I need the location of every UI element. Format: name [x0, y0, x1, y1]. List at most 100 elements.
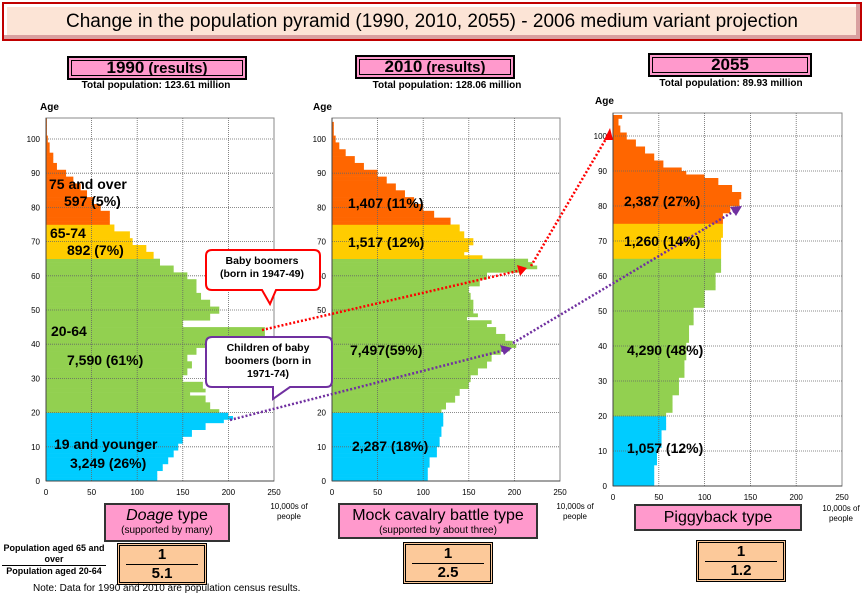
total-population-2010: Total population: 128.06 million	[372, 80, 522, 91]
age-bar	[332, 248, 469, 253]
age-bar	[332, 364, 488, 369]
age-bar	[613, 146, 646, 151]
age-bar	[46, 255, 154, 259]
age-bar	[332, 439, 440, 444]
age-bar	[332, 323, 488, 328]
age-bar	[46, 306, 220, 311]
type-box-2055: Piggyback type	[634, 504, 802, 531]
age-bar	[46, 419, 224, 424]
age-bar	[46, 368, 188, 372]
label-2010-65-value: 1,517 (12%)	[348, 234, 425, 250]
age-bar	[46, 272, 188, 277]
ratio-box-1990: 1 5.1	[117, 543, 207, 585]
y-tick-label: 40	[598, 342, 607, 351]
age-bar	[613, 132, 627, 137]
age-axis-label-2055: Age	[595, 96, 614, 107]
age-bar	[332, 316, 467, 321]
label-2055-75-value: 2,387 (27%)	[624, 193, 701, 209]
age-bar	[332, 457, 430, 461]
arrowhead-icon	[500, 345, 512, 355]
age-bar	[332, 320, 492, 324]
age-bar	[332, 262, 533, 266]
ratio-denominator: 5.1	[151, 565, 173, 582]
age-bar	[613, 192, 742, 196]
age-bar	[613, 318, 694, 322]
age-bar	[46, 279, 197, 283]
age-bar	[613, 269, 722, 273]
footnote: Note: Data for 1990 and 2010 are populat…	[33, 583, 301, 594]
ratio-box-2055: 1 1.2	[696, 540, 786, 582]
y-tick-label: 20	[598, 412, 607, 421]
age-bar	[613, 423, 667, 427]
age-bar	[613, 405, 673, 410]
age-bar	[613, 472, 655, 476]
age-bar	[613, 125, 621, 130]
age-bar	[613, 370, 685, 375]
y-tick-label: 100	[594, 132, 608, 141]
y-tick-label: 30	[31, 374, 40, 383]
age-bar	[46, 439, 183, 444]
age-bar	[46, 186, 81, 191]
age-bar	[332, 159, 355, 164]
age-bar	[332, 429, 442, 434]
age-bar	[613, 272, 716, 277]
age-bar	[46, 282, 197, 287]
age-bar	[332, 426, 442, 430]
age-bar	[332, 166, 364, 171]
label-1990-65-value: 892 (7%)	[67, 242, 124, 258]
age-bar	[613, 283, 716, 287]
y-tick-label: 50	[598, 307, 607, 316]
age-bar	[46, 446, 179, 451]
label-2055-65-value: 1,260 (14%)	[624, 233, 701, 249]
arrow-baby-boomers-2055	[529, 131, 612, 267]
age-bar	[613, 118, 619, 123]
y-tick-label: 10	[317, 443, 326, 452]
age-bar	[332, 255, 483, 259]
age-bar	[332, 125, 334, 130]
age-bar	[613, 153, 655, 158]
age-bar	[46, 210, 110, 215]
age-bar	[332, 272, 488, 277]
age-bar	[46, 381, 203, 386]
age-bar	[613, 430, 662, 434]
age-bar	[613, 199, 740, 203]
age-bar	[46, 429, 192, 434]
label-1990-65-name: 65-74	[50, 225, 86, 241]
age-bar	[332, 121, 334, 126]
label-1990-0-name: 19 and younger	[54, 436, 158, 452]
y-tick-label: 70	[317, 238, 326, 247]
age-bar	[46, 275, 188, 280]
arrow-children-2010	[229, 348, 506, 422]
y-tick-label: 60	[31, 272, 40, 281]
age-bar	[332, 210, 435, 215]
label-2010-0-value: 2,287 (18%)	[352, 438, 429, 454]
age-bar	[613, 209, 731, 214]
age-bar	[46, 422, 206, 427]
age-bar	[46, 173, 67, 177]
age-bar	[46, 474, 158, 478]
age-bar	[46, 224, 115, 229]
age-bar	[332, 289, 469, 294]
age-bar	[613, 311, 694, 315]
age-bar	[332, 474, 428, 478]
age-bar	[332, 446, 437, 451]
age-bar	[332, 371, 478, 376]
age-bar	[46, 316, 211, 321]
age-bar	[332, 173, 378, 177]
age-bar	[46, 402, 211, 407]
y-tick-label: 80	[598, 202, 607, 211]
callout-children-of-baby-boomers: Children of baby boomers (born in 1971-7…	[224, 342, 312, 380]
age-bar	[613, 479, 655, 483]
label-1990-20-value: 7,590 (61%)	[67, 352, 144, 368]
age-bar	[613, 164, 664, 168]
age-bar	[332, 299, 474, 304]
age-bar	[613, 251, 722, 256]
age-bar	[332, 436, 440, 441]
age-bar	[613, 171, 687, 175]
x-tick-label: 50	[373, 488, 382, 497]
x-tick-label: 100	[698, 493, 712, 502]
age-bar	[613, 286, 716, 291]
year-label: 2010	[384, 57, 423, 76]
age-bar	[46, 286, 197, 290]
age-bar	[332, 190, 405, 195]
